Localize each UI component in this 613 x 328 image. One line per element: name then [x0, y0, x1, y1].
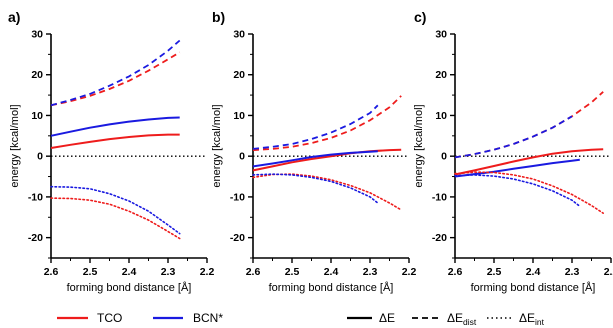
y-tick-label: -10 — [230, 191, 245, 203]
series-line-bcn-dashed — [454, 115, 573, 159]
series-line-tco-dashed — [252, 95, 402, 151]
y-tick-label: -10 — [28, 191, 43, 203]
legend: TCO BCN* ΔE ΔEdist ΔEint — [57, 311, 545, 327]
chart-panel-3: c) 30 20 10 0 -10 -20 2.6 2.5 2.4 2.3 2.2 forming bo… — [413, 9, 613, 294]
series-line-bcn-dotted — [50, 185, 181, 235]
y-tick-label: 30 — [233, 29, 245, 41]
x-tick-label: 2.5 — [487, 266, 502, 278]
y-axis-label: energy [kcal/mol] — [9, 104, 21, 187]
x-tick-label: 2.2 — [200, 266, 215, 278]
y-tick-label: -20 — [432, 232, 447, 244]
series-line-bcn-dotted — [454, 174, 581, 208]
legend-label-delta-e: ΔE — [379, 311, 395, 325]
y-tick-label: 0 — [239, 151, 245, 163]
y-tick-label: 10 — [31, 110, 43, 122]
y-tick-label: 10 — [233, 110, 245, 122]
series-line-tco-dotted — [454, 171, 605, 214]
series-line-bcn-solid — [454, 158, 580, 178]
series-line-tco-solid — [50, 133, 180, 149]
legend-label-bcn: BCN* — [193, 311, 223, 325]
legend-label-delta-e-int-main: ΔE — [519, 311, 535, 325]
chart-panel-2: b) 30 20 10 0 -10 -20 2.6 2.5 2.4 2.3 2.2 forming bo… — [211, 9, 416, 294]
x-tick-label: 2.2 — [604, 266, 613, 278]
series-line-tco-solid — [252, 148, 402, 172]
x-tick-label: 2.3 — [565, 266, 580, 278]
series-line-bcn-solid — [50, 116, 180, 137]
y-tick-label: 20 — [233, 69, 245, 81]
x-tick-label: 2.2 — [402, 266, 417, 278]
legend-label-delta-e-int: ΔEint — [519, 311, 545, 327]
legend-label-tco: TCO — [97, 311, 122, 325]
y-tick-label: 20 — [435, 69, 447, 81]
x-tick-label: 2.6 — [448, 266, 463, 278]
legend-label-delta-e-dist-sub: dist — [463, 317, 477, 327]
series-line-tco-dotted — [50, 197, 181, 240]
x-tick-label: 2.5 — [83, 266, 98, 278]
series-line-bcn-dashed — [50, 39, 181, 107]
series-line-bcn-dashed — [252, 104, 379, 150]
x-tick-label: 2.6 — [246, 266, 261, 278]
series-line-tco-dashed — [454, 91, 604, 159]
series-line-bcn-dotted — [252, 173, 379, 204]
legend-label-delta-e-main: ΔE — [379, 311, 395, 325]
y-axis-label: energy [kcal/mol] — [211, 104, 223, 187]
panel-label: b) — [212, 9, 225, 25]
series-line-tco-dashed — [50, 51, 181, 107]
x-axis-label: forming bond distance [Å] — [67, 281, 192, 294]
x-axis-label: forming bond distance [Å] — [471, 281, 596, 294]
x-axis-label: forming bond distance [Å] — [269, 281, 394, 294]
legend-label-delta-e-dist-main: ΔE — [447, 311, 463, 325]
y-tick-label: 0 — [441, 151, 447, 163]
panels: a) 30 20 10 0 -10 -20 2.6 2.5 2.4 2.3 2.2 forming bo… — [8, 9, 613, 294]
x-tick-label: 2.4 — [324, 266, 339, 278]
series-line-tco-solid — [454, 148, 604, 176]
y-tick-label: 0 — [37, 151, 43, 163]
y-tick-label: -10 — [432, 191, 447, 203]
chart-panel-1: a) 30 20 10 0 -10 -20 2.6 2.5 2.4 2.3 2.2 forming bo… — [8, 9, 214, 294]
legend-label-delta-e-dist: ΔEdist — [447, 311, 477, 327]
x-tick-label: 2.3 — [161, 266, 176, 278]
y-tick-label: -20 — [230, 232, 245, 244]
series-line-bcn-solid — [252, 150, 378, 168]
legend-label-delta-e-int-sub: int — [535, 317, 545, 327]
x-tick-label: 2.6 — [44, 266, 59, 278]
y-tick-label: 10 — [435, 110, 447, 122]
y-tick-label: 30 — [435, 29, 447, 41]
y-tick-label: -20 — [28, 232, 43, 244]
y-tick-label: 20 — [31, 69, 43, 81]
panel-label: a) — [8, 9, 20, 25]
x-tick-label: 2.4 — [526, 266, 541, 278]
x-tick-label: 2.4 — [122, 266, 137, 278]
y-axis-label: energy [kcal/mol] — [413, 104, 425, 187]
series-line-tco-dotted — [252, 173, 403, 211]
panel-label: c) — [414, 9, 426, 25]
x-tick-label: 2.5 — [285, 266, 300, 278]
y-tick-label: 30 — [31, 29, 43, 41]
x-tick-label: 2.3 — [363, 266, 378, 278]
